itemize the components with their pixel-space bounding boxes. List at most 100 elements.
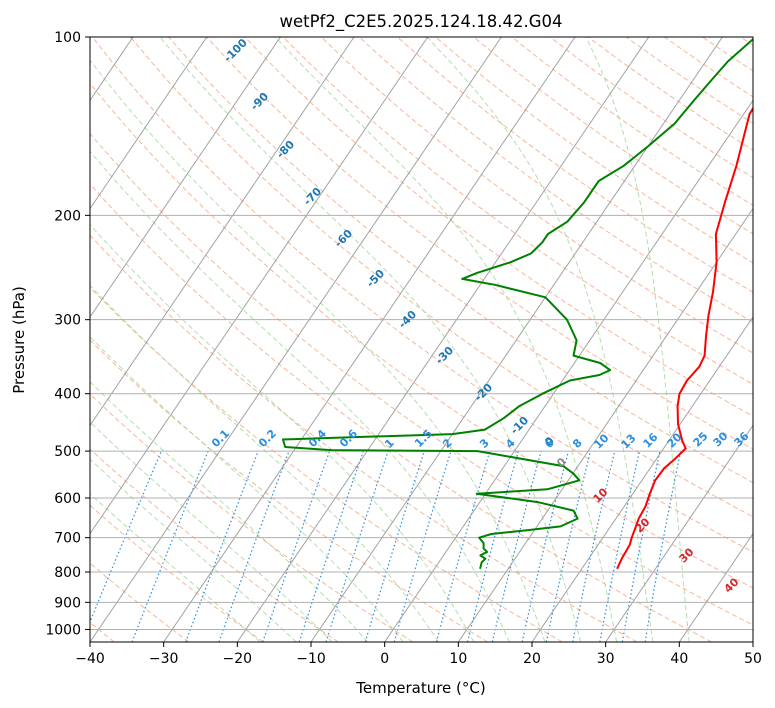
- dry-adiabat-label: 10: [591, 485, 611, 505]
- chart-title: wetPf2_C2E5.2025.124.18.42.G04: [279, 12, 562, 32]
- moist-adiabat: [159, 37, 582, 642]
- moist-adiabat-label: -90: [248, 90, 271, 113]
- y-tick-label: 500: [54, 444, 81, 460]
- mixing-ratio-line: [218, 450, 290, 642]
- mixing-ratio-line: [364, 450, 425, 642]
- mixing-ratio-label: 0.4: [306, 427, 329, 450]
- dry-adiabat: [90, 393, 414, 642]
- mixing-ratio-label: 0.2: [256, 427, 279, 450]
- y-tick-label: 200: [54, 208, 81, 224]
- plot-grid: [0, 37, 753, 642]
- moist-adiabat: [90, 458, 297, 642]
- mixing-ratio-line: [185, 450, 259, 642]
- isotherm-line: [236, 37, 650, 642]
- dewpoint-profile: [281, 37, 753, 570]
- x-tick-label: 40: [670, 651, 688, 667]
- isotherm-line: [531, 316, 753, 642]
- isotherm-line: [678, 532, 753, 642]
- dry-adiabat: [90, 132, 753, 626]
- mixing-ratio-line: [491, 450, 542, 642]
- moist-adiabat: [90, 59, 546, 642]
- dry-adiabat: [130, 37, 753, 518]
- moist-adiabat: [274, 37, 618, 642]
- mixing-ratio-label: 0.6: [337, 427, 360, 450]
- mixing-ratio-label: 0.1: [209, 427, 232, 450]
- moist-adiabat: [90, 150, 510, 642]
- dry-adiabat: [90, 234, 638, 642]
- y-tick-label: 700: [54, 531, 81, 547]
- mixing-ratio-line: [325, 450, 389, 642]
- isotherm-line: [163, 37, 576, 642]
- x-tick-label: −10: [296, 651, 326, 667]
- x-tick-label: 10: [449, 651, 467, 667]
- x-axis-title: Temperature (°C): [355, 679, 485, 697]
- isotherm-line: [384, 99, 753, 642]
- isotherm-line: [90, 37, 281, 318]
- isotherm-line: [310, 37, 723, 642]
- y-tick-label: 800: [54, 565, 81, 581]
- moist-adiabat-label: -10: [508, 414, 531, 437]
- dry-adiabat: [90, 339, 488, 642]
- isotherm-line: [90, 37, 208, 210]
- dry-adiabat: [702, 37, 753, 72]
- mixing-ratio-label: 20: [665, 430, 685, 450]
- y-tick-label: 100: [54, 30, 81, 46]
- y-tick-label: 300: [54, 313, 81, 329]
- axes: −40 −30 −20 −10 0 10 20 30 40 50 100 200 300 400 500 60…: [45, 30, 762, 667]
- dry-adiabat: [358, 37, 753, 323]
- moist-adiabat: [90, 421, 333, 642]
- isotherm-line: [605, 424, 753, 642]
- moist-adiabat: [90, 223, 475, 642]
- x-tick-label: −40: [75, 651, 105, 667]
- mixing-ratio-label: 1.5: [412, 427, 435, 450]
- y-tick-label: 1000: [45, 622, 81, 638]
- dry-adiabat-label: 40: [722, 575, 742, 595]
- mixing-ratio-label: 13: [619, 432, 639, 452]
- mixing-ratio-line: [572, 450, 616, 642]
- isotherm-line: [90, 37, 355, 427]
- dry-adiabat: [90, 562, 190, 642]
- moist-adiabat: [90, 336, 404, 642]
- mixing-ratio-label: 3: [477, 436, 492, 451]
- moist-adiabat-label: -80: [274, 138, 297, 161]
- mixing-ratio-label: 25: [691, 430, 711, 450]
- isotherm-line: [457, 207, 753, 642]
- mixing-ratio-line: [298, 450, 364, 642]
- mixing-ratio-label: 16: [641, 430, 661, 450]
- moist-adiabat-label: -50: [364, 267, 387, 290]
- plot-series: [281, 37, 753, 570]
- isotherm-line: [752, 641, 753, 642]
- dry-adiabat: [90, 504, 264, 642]
- x-tick-label: −20: [223, 651, 253, 667]
- dry-adiabat: [320, 37, 753, 354]
- moist-adiabat-label: -40: [396, 308, 419, 331]
- moist-adiabat: [90, 381, 369, 642]
- moist-adiabat-label: -100: [221, 36, 250, 65]
- moist-adiabat-label: -60: [332, 227, 355, 250]
- moist-adiabat-label: -70: [301, 185, 324, 208]
- moist-adiabat: [90, 284, 439, 642]
- mixing-ratio-line: [599, 450, 640, 642]
- x-tick-label: −30: [149, 651, 179, 667]
- dry-adiabat: [91, 37, 753, 553]
- moist-adiabat: [426, 37, 654, 642]
- x-tick-label: 50: [744, 651, 762, 667]
- mixing-ratio-line: [131, 450, 209, 642]
- temperature-profile: [616, 106, 753, 570]
- isotherm-line: [90, 37, 502, 642]
- y-tick-label: 400: [54, 387, 81, 403]
- dry-adiabat: [282, 37, 753, 385]
- moist-adiabat: [90, 493, 261, 642]
- mixing-ratio-label: 30: [711, 429, 731, 449]
- mixing-ratio-line: [521, 450, 569, 642]
- dry-adiabat: [90, 183, 712, 642]
- isotherm-line: [0, 37, 59, 642]
- x-tick-label: 30: [597, 651, 615, 667]
- dry-adiabat: [168, 37, 753, 484]
- mixing-ratio-line: [435, 450, 491, 642]
- y-tick-label: 900: [54, 595, 81, 611]
- mixing-ratio-label: 1: [382, 436, 397, 451]
- x-tick-label: 20: [523, 651, 541, 667]
- isotherm-line: [90, 37, 429, 535]
